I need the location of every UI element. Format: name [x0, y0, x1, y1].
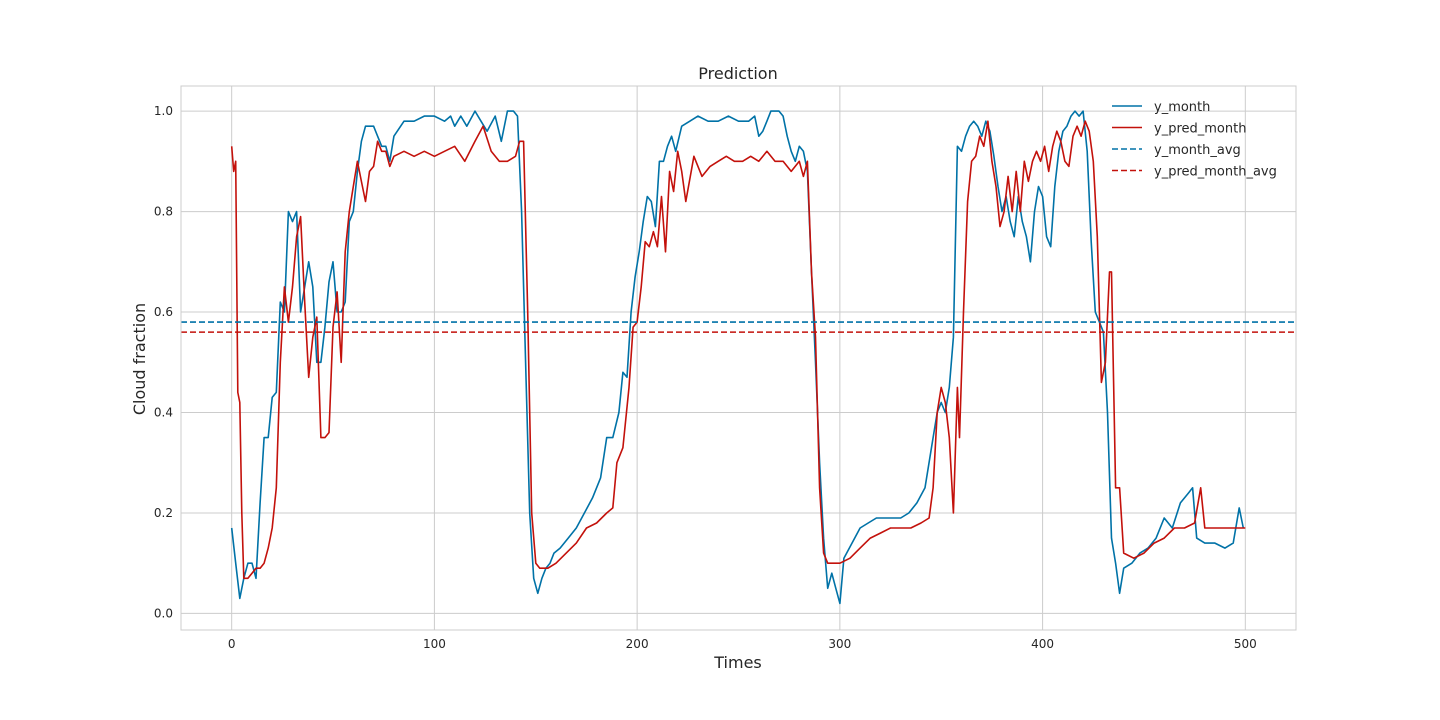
- grid: [181, 86, 1296, 630]
- legend: y_month y_pred_month y_month_avg y_pred_mon…: [1112, 100, 1277, 180]
- series-layer: [181, 110, 1296, 605]
- y-tick-label: 0.0: [154, 606, 173, 620]
- x-tick-label: 400: [1031, 637, 1054, 651]
- y-tick-label: 1.0: [154, 104, 173, 118]
- legend-label: y_pred_month: [1154, 122, 1246, 137]
- x-tick-label: 200: [626, 637, 649, 651]
- x-tick-label: 300: [828, 637, 851, 651]
- legend-label: y_month: [1154, 100, 1210, 115]
- legend-label: y_month_avg: [1154, 143, 1241, 158]
- series-line-y-pred-month: [230, 120, 1246, 580]
- y-tick-label: 0.6: [154, 305, 173, 319]
- tick-labels: 0 100 200 300 400 500 0.0 0.2 0.4 0.6 0.8 1.0: [154, 104, 1257, 651]
- x-tick-label: 500: [1234, 637, 1257, 651]
- x-tick-label: 0: [228, 637, 236, 651]
- x-axis-title: Times: [713, 653, 762, 672]
- chart-title: Prediction: [698, 64, 777, 83]
- x-tick-label: 100: [423, 637, 446, 651]
- series-line-y-month: [230, 110, 1245, 605]
- plot-frame: [180, 85, 1297, 631]
- y-axis-title: Cloud fraction: [130, 303, 149, 415]
- legend-label: y_pred_month_avg: [1154, 165, 1277, 180]
- y-tick-label: 0.4: [154, 406, 173, 420]
- y-tick-label: 0.2: [154, 506, 173, 520]
- y-tick-label: 0.8: [154, 205, 173, 219]
